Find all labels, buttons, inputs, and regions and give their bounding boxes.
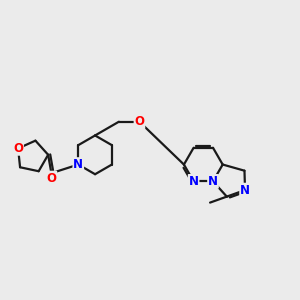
Text: O: O <box>134 115 145 128</box>
Text: N: N <box>240 184 250 196</box>
Text: N: N <box>73 158 83 171</box>
Text: O: O <box>46 172 56 184</box>
Text: N: N <box>208 175 218 188</box>
Text: N: N <box>189 175 199 188</box>
Text: O: O <box>13 142 23 155</box>
